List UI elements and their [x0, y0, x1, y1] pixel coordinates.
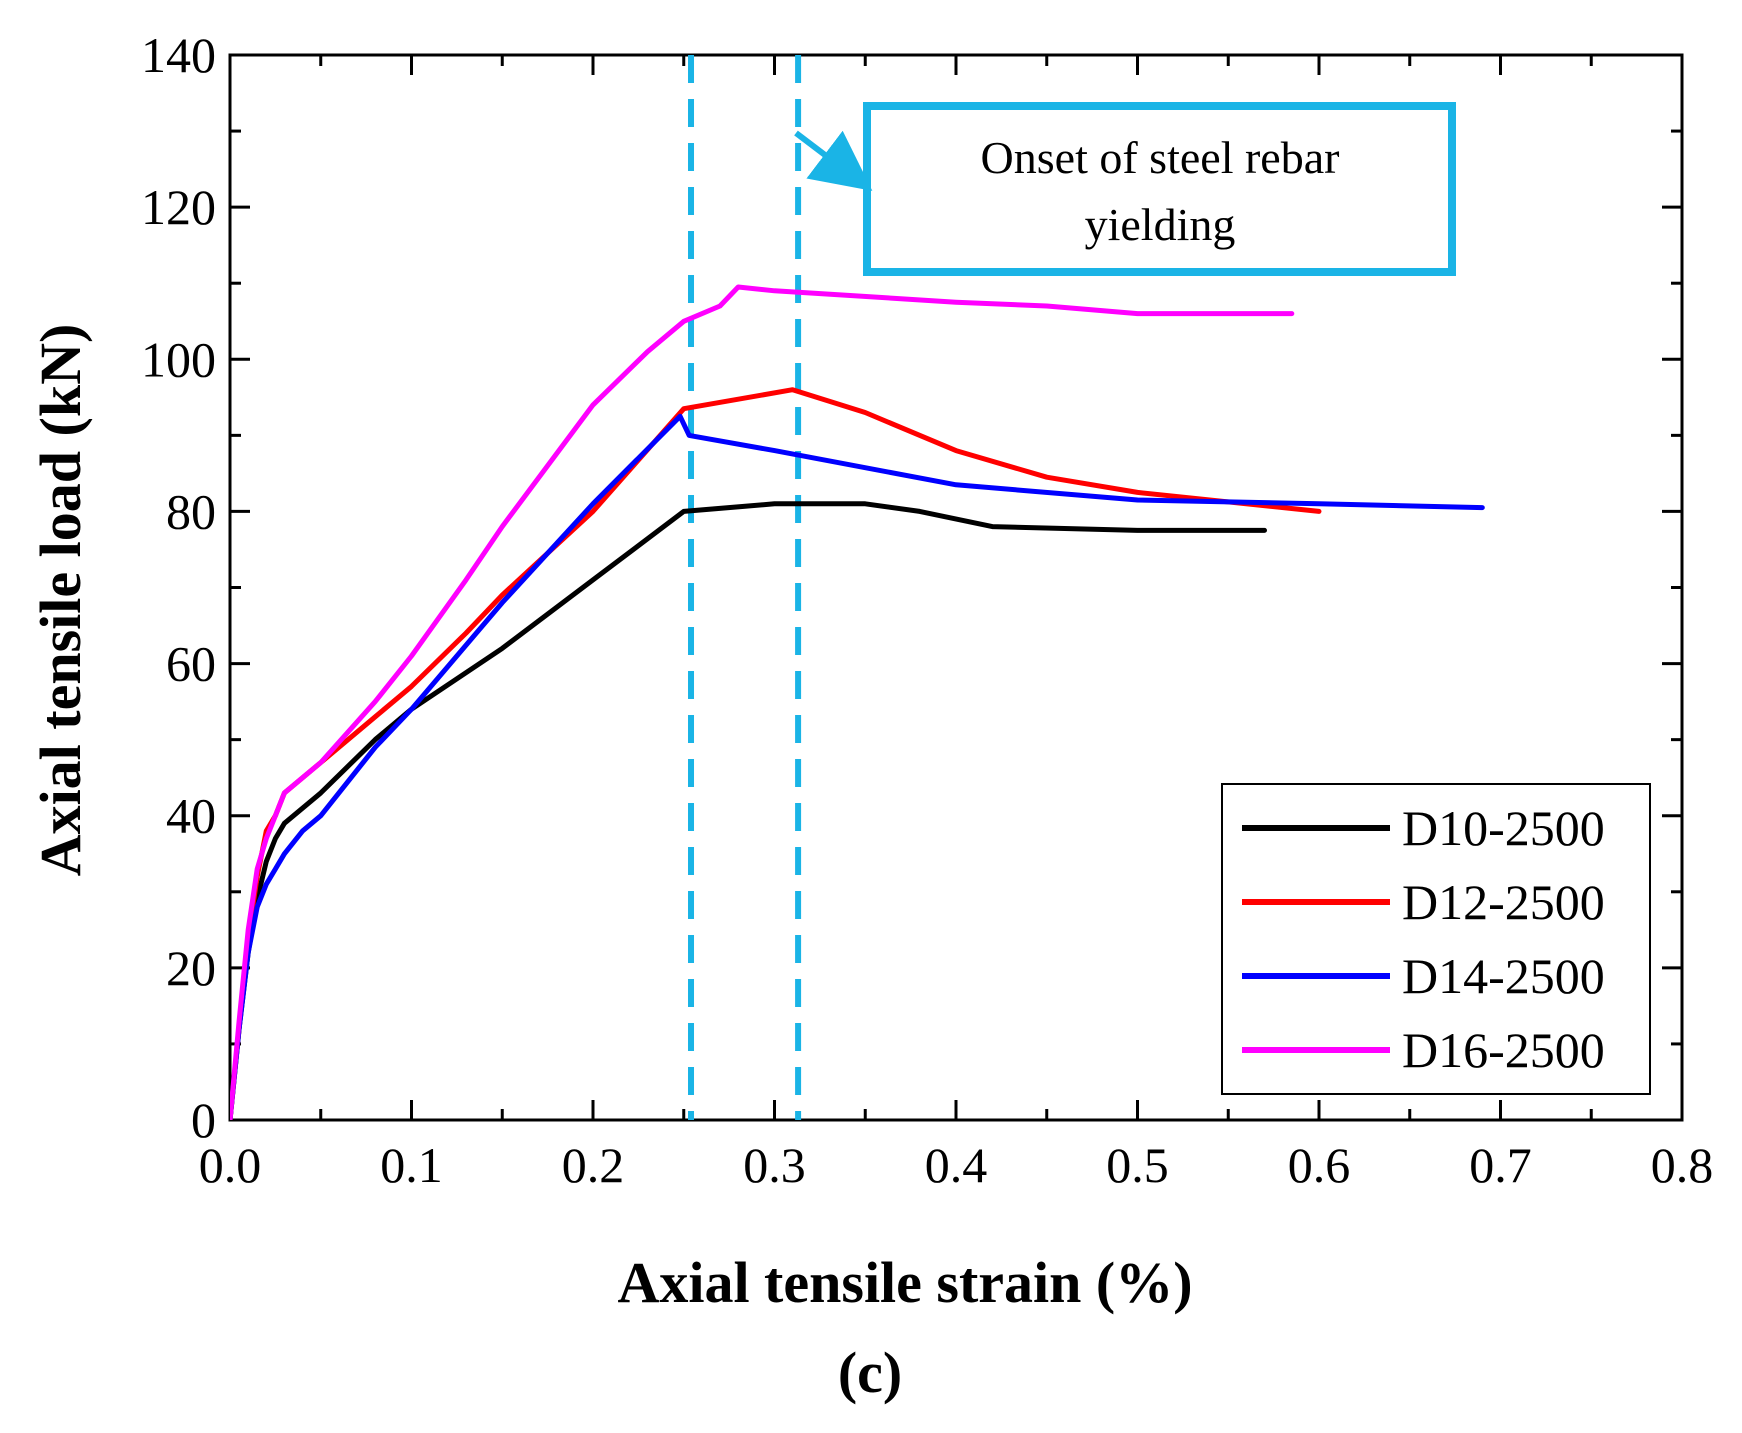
x-tick-label: 0.6 [1288, 1137, 1351, 1193]
annotation: Onset of steel rebar yielding [794, 102, 1456, 276]
annotation-line-1: Onset of steel rebar [981, 132, 1340, 183]
legend-label: D16-2500 [1402, 1022, 1605, 1078]
y-axis-title: Axial tensile load (kN) [28, 324, 93, 877]
y-tick-label: 20 [166, 940, 216, 996]
legend: D10-2500 D12-2500 D14-2500 D16-2500 [1221, 783, 1651, 1095]
figure-caption: (c) [838, 1340, 902, 1405]
legend-label: D12-2500 [1402, 874, 1605, 930]
y-tick-label: 140 [141, 27, 216, 83]
y-tick-label: 80 [166, 483, 216, 539]
series-line-d16-2500 [230, 284, 1295, 1120]
x-tick-label: 0.5 [1106, 1137, 1169, 1193]
y-tick-label: 60 [166, 636, 216, 692]
y-tick-label: 0 [191, 1092, 216, 1148]
x-tick-label: 0.0 [199, 1137, 262, 1193]
x-axis-title: Axial tensile strain (%) [617, 1250, 1192, 1315]
x-tick-label: 0.8 [1651, 1137, 1714, 1193]
x-tick-label: 0.1 [380, 1137, 443, 1193]
reference-lines [688, 55, 802, 1120]
y-tick-label: 40 [166, 788, 216, 844]
series-line-d10-2500 [230, 501, 1267, 1120]
x-tick-label: 0.3 [743, 1137, 806, 1193]
axis-tick-labels: 0.0 0.1 0.2 0.3 0.4 0.5 0.6 0.7 0.8 0 20 40 60 80 100 1… [141, 27, 1713, 1193]
y-tick-label: 120 [141, 179, 216, 235]
y-tick-label: 100 [141, 331, 216, 387]
x-tick-label: 0.4 [925, 1137, 988, 1193]
x-tick-label: 0.2 [562, 1137, 625, 1193]
annotation-box [863, 102, 1456, 276]
series-line-d14-2500 [230, 413, 1485, 1120]
series-lines [230, 284, 1485, 1120]
legend-label: D14-2500 [1402, 948, 1605, 1004]
legend-label: D10-2500 [1402, 800, 1605, 856]
legend-box [1221, 783, 1651, 1095]
annotation-arrow [794, 130, 873, 191]
annotation-line-2: yielding [1085, 199, 1236, 250]
x-tick-label: 0.7 [1469, 1137, 1532, 1193]
